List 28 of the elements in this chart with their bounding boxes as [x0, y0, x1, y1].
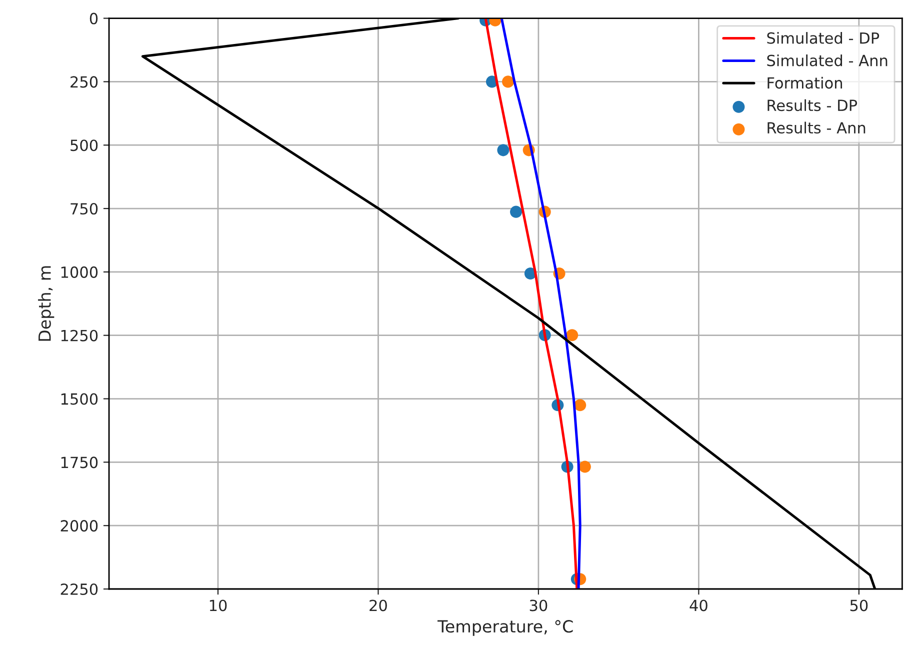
point — [510, 206, 522, 218]
y-tick-label: 2250 — [60, 583, 98, 596]
legend-label: Simulated - DP — [767, 32, 880, 44]
y-tick-label: 1250 — [61, 330, 98, 342]
x-tick-label: 40 — [690, 600, 708, 612]
x-tick-label: 50 — [850, 600, 868, 612]
legend-label: Results - DP — [768, 99, 858, 112]
point — [497, 144, 510, 156]
legend-label: Formation — [768, 76, 842, 89]
y-tick-label: 0 — [90, 12, 98, 24]
point — [574, 399, 586, 412]
point — [566, 329, 578, 342]
y-tick-label: 1500 — [61, 393, 98, 405]
x-tick-label: 10 — [210, 600, 227, 612]
legend-label: Results - Ann — [768, 122, 866, 134]
y-tick-label: 250 — [70, 76, 98, 88]
y-tick-label: 500 — [70, 140, 98, 152]
y-tick-label: 2000 — [60, 520, 98, 532]
y-tick-label: 1750 — [61, 456, 98, 468]
x-tick-label: 30 — [530, 600, 548, 612]
y-tick-label: 1000 — [61, 266, 98, 278]
x-axis-title: Temperature, °C — [437, 620, 573, 636]
point — [578, 460, 591, 473]
y-tick-label: 750 — [70, 202, 98, 215]
x-tick-label: 20 — [370, 600, 387, 612]
y-axis-title: Depth, m — [38, 266, 54, 341]
legend-label: Simulated - Ann — [767, 54, 888, 66]
point — [502, 76, 514, 88]
